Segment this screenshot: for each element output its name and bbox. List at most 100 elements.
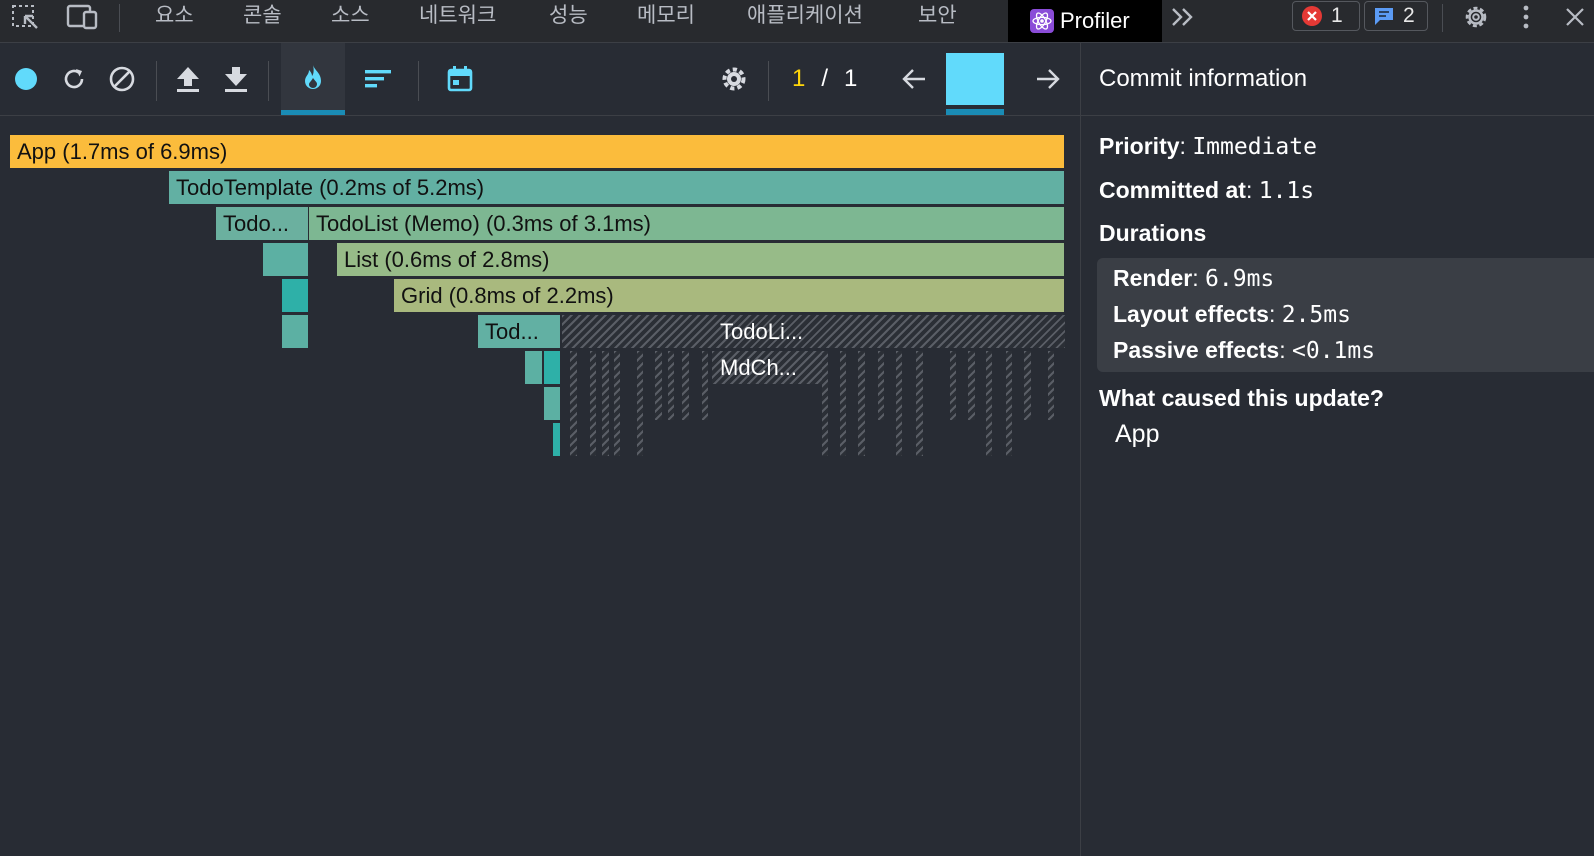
flame-bar-not-rendered[interactable] [858,351,865,456]
toolbar-separator [119,4,120,32]
kebab-menu-icon[interactable] [1516,0,1536,34]
settings-gear-icon[interactable] [716,43,752,115]
committed-label: Committed at [1099,177,1246,203]
gear-icon[interactable] [1458,0,1494,34]
tab-sources[interactable]: 소스 [331,4,370,27]
passive-effects-row: Passive effects: <0.1ms [1113,337,1376,364]
priority-row: Priority: Immediate [1099,133,1317,160]
flame-bar-not-rendered[interactable] [655,351,662,420]
flame-bar-todo[interactable]: Todo... [216,207,309,240]
durations-label: Durations [1099,220,1207,246]
next-arrow-icon[interactable] [1030,43,1066,115]
tab-performance[interactable]: 성능 [549,4,588,27]
flame-bar-not-rendered[interactable] [570,351,577,456]
flame-bar-small[interactable] [282,279,309,312]
flame-bar-not-rendered[interactable] [916,351,923,456]
device-toolbar-icon[interactable] [64,0,102,34]
flame-bar-not-rendered[interactable] [1024,351,1031,420]
tab-profiler-label: Profiler [1060,8,1130,33]
message-count-badge[interactable]: 2 [1364,1,1428,31]
flamegraph-tab-button[interactable] [281,43,345,115]
flame-bar-small[interactable] [263,243,309,276]
flame-bar-not-rendered[interactable] [614,351,620,456]
flame-bar-not-rendered[interactable] [950,351,956,420]
flame-bar-small[interactable] [525,351,543,384]
toolbar-separator [268,61,269,101]
record-icon[interactable] [8,43,44,115]
committed-at-row: Committed at: 1.1s [1099,177,1315,204]
update-cause-label: What caused this update? [1099,385,1384,411]
flame-bar-list[interactable]: List (0.6ms of 2.8ms) [337,243,1065,276]
durations-heading: Durations [1099,220,1206,247]
inspect-element-icon[interactable] [8,0,44,34]
layout-effects-label: Layout effects [1113,301,1269,327]
tab-elements[interactable]: 요소 [155,4,194,27]
flame-bar-not-rendered[interactable] [668,351,674,420]
flame-bar-app[interactable]: App (1.7ms of 6.9ms) [10,135,1065,168]
flame-bar-not-rendered[interactable] [562,315,1065,348]
flame-label-todolist-item: TodoLi... [720,319,804,344]
tab-profiler[interactable]: Profiler [1008,0,1162,42]
prev-arrow-icon[interactable] [896,43,932,115]
layout-effects-row: Layout effects: 2.5ms [1113,301,1351,328]
tab-application[interactable]: 애플리케이션 [747,4,863,27]
flame-bar-tod[interactable]: Tod... [478,315,561,348]
commit-info-panel: Commit information Priority: Immediate C… [1081,43,1594,856]
update-cause-heading: What caused this update? [1099,385,1384,412]
flame-bar-not-rendered[interactable] [637,351,643,456]
flame-label-mdchild: MdCh... [720,355,798,380]
tab-network[interactable]: 네트워크 [419,4,497,27]
download-icon[interactable] [218,43,254,115]
flame-bar-todotemplate[interactable]: TodoTemplate (0.2ms of 5.2ms) [169,171,1065,204]
profiler-toolbar: 1 / 1 [0,43,1080,116]
flame-bar-small[interactable] [544,351,561,384]
tab-security[interactable]: 보안 [918,4,957,27]
tab-memory[interactable]: 메모리 [637,4,695,27]
layout-effects-value: 2.5ms [1281,302,1351,328]
flame-bar-not-rendered[interactable] [702,351,708,420]
render-label: Render [1113,265,1193,291]
toolbar-separator [768,61,769,101]
flame-bar-not-rendered[interactable] [896,351,902,456]
upload-icon[interactable] [170,43,206,115]
toolbar-separator [1442,4,1443,32]
error-icon [1301,5,1323,27]
update-cause-value[interactable]: App [1115,420,1160,448]
flame-bar-small[interactable] [553,423,561,456]
flame-bar-not-rendered[interactable] [1048,351,1054,420]
panel-divider[interactable] [1080,43,1081,856]
flame-bar-small[interactable] [544,387,561,420]
message-icon [1373,5,1395,27]
flame-bar-not-rendered[interactable] [590,351,596,456]
reload-icon[interactable] [56,43,92,115]
tab-console[interactable]: 콘솔 [243,4,282,27]
flame-bar-small[interactable] [282,315,309,348]
flame-bar-not-rendered[interactable] [682,351,689,420]
error-count-badge[interactable]: 1 [1292,1,1360,31]
flame-icon [301,63,325,91]
flame-bar-not-rendered[interactable] [712,351,822,384]
clear-icon[interactable] [104,43,140,115]
commit-total: 1 [844,65,858,92]
flame-bar-grid[interactable]: Grid (0.8ms of 2.2ms) [394,279,1065,312]
flamegraph-chart: App (1.7ms of 6.9ms) TodoTemplate (0.2ms… [0,116,1080,856]
flame-bar-todolist-memo[interactable]: TodoList (Memo) (0.3ms of 3.1ms) [309,207,1065,240]
flame-bar-not-rendered[interactable] [1006,351,1012,456]
commit-bar-selected[interactable] [946,43,1004,115]
toolbar-separator [156,61,157,101]
flame-bar-not-rendered[interactable] [968,351,975,420]
commit-index: 1 / 1 [792,43,857,115]
flame-bar-not-rendered[interactable] [986,351,992,456]
flame-bar-not-rendered[interactable] [878,351,884,420]
message-count: 2 [1403,4,1415,27]
timeline-icon[interactable] [440,43,480,115]
ranked-icon[interactable] [358,43,398,115]
flame-bar-not-rendered[interactable] [602,351,609,456]
render-value: 6.9ms [1205,266,1275,292]
more-tabs-chevron-icon[interactable] [1166,0,1200,34]
toolbar-separator [418,61,419,101]
flame-bar-not-rendered[interactable] [822,351,828,456]
commit-separator: / [821,65,829,92]
flame-bar-not-rendered[interactable] [840,351,846,456]
close-icon[interactable] [1560,0,1590,34]
